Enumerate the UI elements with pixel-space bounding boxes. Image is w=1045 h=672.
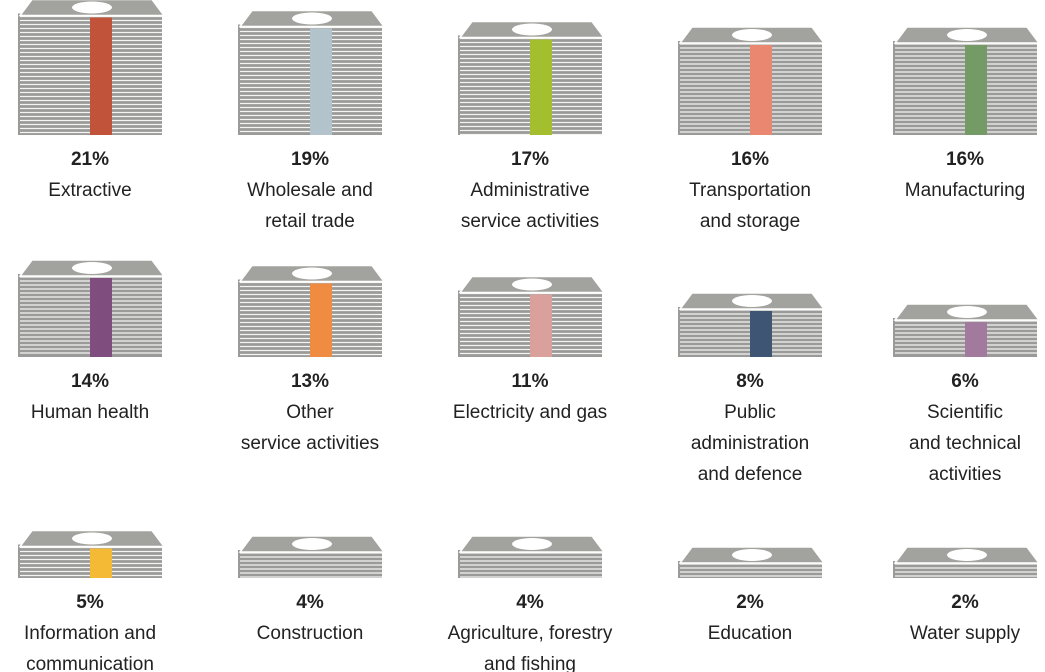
- category-label: communication: [26, 654, 154, 672]
- bill-oval: [512, 23, 552, 36]
- money-stack: [18, 0, 166, 135]
- value-label: 2%: [951, 592, 979, 613]
- stack-body: [458, 550, 602, 578]
- bill-oval: [947, 306, 987, 318]
- money-stack: [18, 259, 166, 357]
- strap: [965, 45, 987, 135]
- value-label: 17%: [511, 149, 549, 170]
- value-label: 5%: [76, 592, 104, 613]
- bill-oval: [512, 278, 552, 291]
- money-stack: [678, 546, 826, 578]
- bill-oval: [732, 295, 772, 307]
- value-label: 4%: [516, 592, 544, 613]
- category-label: and fishing: [484, 654, 576, 672]
- strap: [530, 294, 552, 357]
- category-label: Education: [708, 623, 793, 644]
- strap: [310, 28, 332, 135]
- value-label: 14%: [71, 371, 109, 392]
- category-label: Administrative: [470, 180, 589, 201]
- stack-body: [893, 561, 1037, 578]
- value-label: 21%: [71, 149, 109, 170]
- category-label: Construction: [257, 623, 364, 644]
- money-stack: [18, 529, 166, 578]
- money-stack: [678, 26, 826, 135]
- value-label: 2%: [736, 592, 764, 613]
- money-stack: [238, 9, 386, 135]
- strap: [310, 283, 332, 357]
- money-stack: [458, 20, 606, 136]
- category-label: Other: [286, 402, 334, 423]
- strap: [750, 45, 772, 135]
- strap: [750, 311, 772, 357]
- category-label: service activities: [461, 211, 599, 232]
- category-label: and technical: [909, 433, 1021, 454]
- money-stack: [678, 292, 826, 357]
- bill-oval: [72, 532, 112, 545]
- value-label: 8%: [736, 371, 764, 392]
- money-stack: [458, 535, 606, 578]
- money-stack: [458, 275, 606, 357]
- strap: [530, 39, 552, 135]
- strap: [965, 322, 987, 357]
- category-label: Wholesale and: [247, 180, 373, 201]
- category-label: Electricity and gas: [453, 402, 607, 423]
- strap: [90, 278, 112, 357]
- category-label: and defence: [698, 464, 803, 485]
- category-label: Scientific: [927, 402, 1003, 423]
- value-label: 6%: [951, 371, 979, 392]
- money-stack: [893, 303, 1041, 357]
- bill-oval: [292, 267, 332, 280]
- value-label: 19%: [291, 149, 329, 170]
- value-label: 11%: [512, 371, 549, 392]
- category-label: activities: [929, 464, 1002, 485]
- category-label: service activities: [241, 433, 379, 454]
- category-label: Human health: [31, 402, 149, 423]
- strap: [90, 548, 112, 578]
- bill-oval: [292, 12, 332, 25]
- bill-oval: [947, 29, 987, 41]
- money-stack: [238, 535, 386, 578]
- category-label: and storage: [700, 211, 800, 232]
- category-label: retail trade: [265, 211, 355, 232]
- category-label: Public: [724, 402, 776, 423]
- bill-oval: [947, 549, 987, 561]
- category-label: Manufacturing: [905, 180, 1025, 201]
- bill-oval: [732, 29, 772, 41]
- bill-oval: [732, 549, 772, 561]
- bill-oval: [72, 1, 112, 14]
- money-stack: [893, 546, 1041, 578]
- value-label: 16%: [731, 149, 769, 170]
- bill-oval: [72, 262, 112, 274]
- category-label: Water supply: [910, 623, 1021, 644]
- category-label: Information and: [24, 623, 156, 644]
- category-label: Transportation: [689, 180, 811, 201]
- bill-oval: [292, 538, 332, 550]
- stack-body: [238, 550, 382, 578]
- money-stack: [893, 26, 1041, 135]
- value-label: 16%: [946, 149, 984, 170]
- stack-body: [678, 561, 822, 578]
- bill-oval: [512, 538, 552, 550]
- category-label: administration: [691, 433, 809, 454]
- value-label: 4%: [296, 592, 324, 613]
- category-label: Agriculture, forestry: [448, 623, 613, 644]
- money-stack: [238, 264, 386, 357]
- category-label: Extractive: [48, 180, 131, 201]
- value-label: 13%: [291, 371, 329, 392]
- strap: [90, 17, 112, 135]
